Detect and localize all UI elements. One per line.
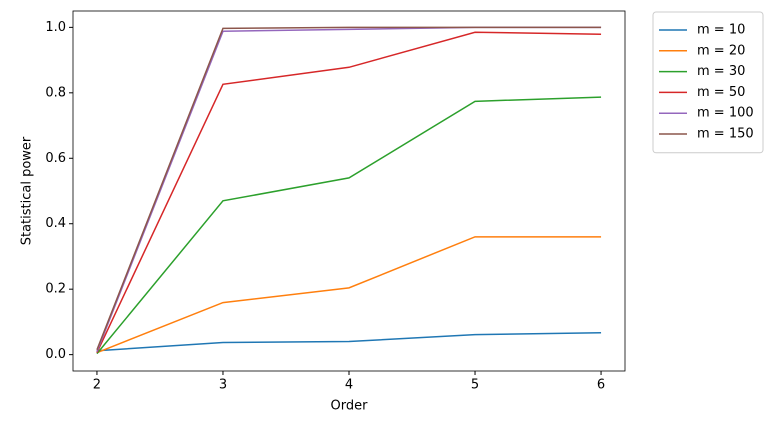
plot-frame	[72, 10, 626, 372]
y-tick-label: 0.6	[45, 151, 66, 166]
y-tick-label: 0.4	[45, 216, 66, 231]
series-line	[96, 26, 602, 352]
legend-label: m = 30	[697, 64, 745, 79]
x-tick-label: 3	[219, 378, 227, 393]
series-line	[96, 96, 602, 355]
series-line	[96, 331, 602, 352]
y-tick-label: 1.0	[45, 20, 66, 35]
series-line	[96, 26, 602, 351]
series-line	[96, 31, 602, 353]
x-tick-label: 5	[471, 378, 479, 393]
legend-label: m = 10	[697, 23, 745, 38]
legend-label: m = 150	[697, 127, 754, 142]
series-line	[96, 236, 602, 354]
legend-label: m = 50	[697, 85, 745, 100]
y-tick-label: 0.0	[45, 347, 66, 362]
x-tick-label: 2	[93, 378, 101, 393]
x-axis-label: Order	[331, 399, 369, 414]
y-axis-label: Statistical power	[20, 136, 35, 245]
legend-label: m = 20	[697, 43, 745, 58]
legend-box	[652, 11, 764, 154]
y-tick-label: 0.2	[45, 282, 66, 297]
y-tick-label: 0.8	[45, 85, 66, 100]
legend: m = 10 m = 20 m = 30 m = 50 m = 100 m = 150	[652, 11, 764, 154]
x-tick-label: 4	[345, 378, 353, 393]
x-tick-label: 6	[597, 378, 605, 393]
legend-label: m = 100	[697, 106, 754, 121]
